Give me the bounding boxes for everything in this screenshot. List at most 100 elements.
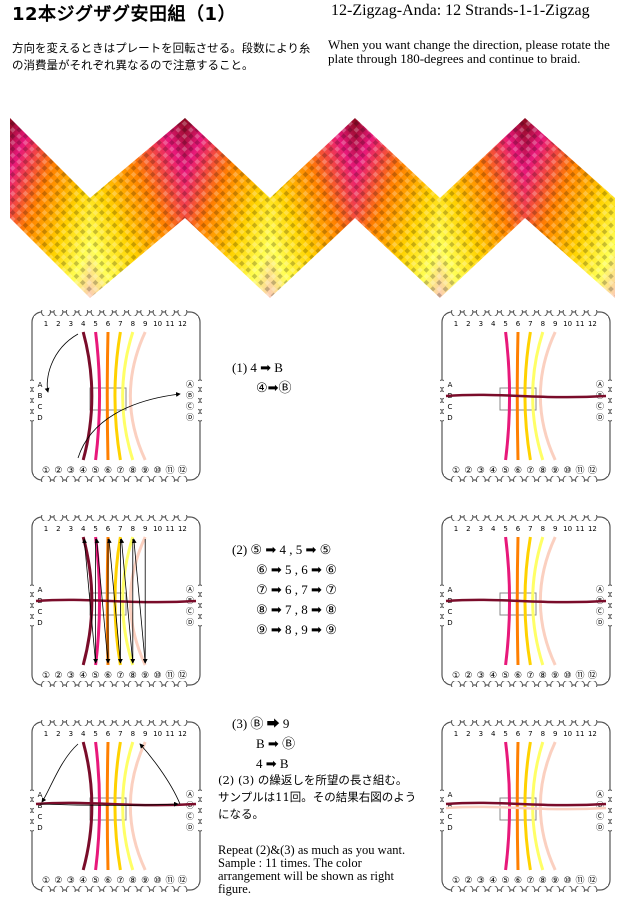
plate-left-letter: A xyxy=(448,791,453,799)
plate-notch xyxy=(103,307,113,317)
plate-1-left: 1 2 3 4 5 6 7 8 9 10 11 12 ① ② ③ ④ ⑤ ⑥ ⑦ ⑧ ⑨ ⑩ ⑪ ⑫ A B C D Ⓐ Ⓑ Ⓒ Ⓓ xyxy=(27,307,205,486)
plate-notch xyxy=(525,475,536,485)
plate-bottom-number: ① xyxy=(42,671,50,681)
plate-top-number: 2 xyxy=(466,730,470,738)
plate-bottom-number: ③ xyxy=(477,466,485,476)
plate-notch xyxy=(177,717,188,727)
plate-notch xyxy=(562,307,573,317)
plate-left-letter: C xyxy=(38,403,43,411)
plate-notch xyxy=(451,475,461,485)
plate-notch xyxy=(127,512,138,522)
plate-notch xyxy=(488,717,499,727)
plate-left-letter: A xyxy=(38,791,43,799)
plate-top-number: 8 xyxy=(541,525,545,533)
plate-right-letter: Ⓒ xyxy=(186,812,194,821)
plate-top-number: 6 xyxy=(106,525,111,533)
plate-bottom-number: ⑩ xyxy=(154,466,162,476)
plate-bottom-number: ⑨ xyxy=(141,671,149,681)
plate-right-letter: Ⓓ xyxy=(186,618,194,627)
plate-top-number: 2 xyxy=(56,730,60,738)
plate-top-number: 1 xyxy=(44,730,48,738)
plate-notch xyxy=(152,885,163,895)
plate-right-letter: Ⓐ xyxy=(596,790,604,799)
plate-bottom-number: ② xyxy=(464,671,472,681)
step-2-line-4: ⑧ ➡ 7 , 8 ➡ ⑧ xyxy=(256,602,337,617)
plate-top-number: 3 xyxy=(69,320,73,328)
plate-notch xyxy=(537,307,548,317)
plate-notch xyxy=(127,717,138,727)
plate-right-letter: Ⓑ xyxy=(186,391,194,400)
plate-bottom-number: ⑫ xyxy=(178,670,187,681)
plate-bottom-number: ③ xyxy=(67,876,75,886)
plate-bottom-number: ① xyxy=(452,671,460,681)
plate-top-number: 7 xyxy=(528,525,532,533)
braid-segment-weave xyxy=(440,118,525,298)
plate-bottom-number: ⑥ xyxy=(104,466,112,476)
plate-bottom-number: ⑩ xyxy=(154,876,162,886)
plate-top-number: 2 xyxy=(56,320,60,328)
plate-notch xyxy=(127,885,138,895)
plate-left-letter: B xyxy=(448,802,453,810)
plate-notch xyxy=(65,475,76,485)
strand xyxy=(121,331,135,461)
plate-notch xyxy=(500,717,511,727)
plate-notch xyxy=(165,680,175,690)
plate-right-letter: Ⓓ xyxy=(186,823,194,832)
plate-notch xyxy=(90,885,101,895)
plate-right-letter: Ⓐ xyxy=(186,380,194,389)
plate-notch xyxy=(41,717,51,727)
plate-bottom-number: ⑪ xyxy=(165,670,174,681)
plate-notch xyxy=(500,885,511,895)
plate-top-number: 6 xyxy=(106,320,111,328)
plate-bottom-number: ⑨ xyxy=(141,876,149,886)
plate-left-letter: B xyxy=(38,802,43,810)
plate-top-number: 4 xyxy=(491,320,496,328)
plate-notch xyxy=(463,475,474,485)
strand xyxy=(523,741,532,871)
plate-notch xyxy=(103,680,113,690)
plate-bottom-number: ⑫ xyxy=(588,465,597,476)
move-arrow xyxy=(119,538,134,664)
plate-notch xyxy=(41,885,51,895)
plate-bottom-number: ⑤ xyxy=(92,876,100,886)
plate-bottom-number: ⑨ xyxy=(551,466,559,476)
plate-notch xyxy=(165,885,175,895)
plate-bottom-number: ⑧ xyxy=(129,876,137,886)
plate-bottom-number: ⑥ xyxy=(514,466,522,476)
plate-notch xyxy=(463,307,474,317)
strand xyxy=(128,741,147,871)
plate-notch xyxy=(152,680,163,690)
plate-top-number: 3 xyxy=(69,525,73,533)
plate-notch xyxy=(115,475,126,485)
plate-bottom-number: ⑪ xyxy=(165,875,174,886)
plate-top-number: 10 xyxy=(563,320,572,328)
plate-top-number: 2 xyxy=(466,320,470,328)
plate-notch xyxy=(140,307,151,317)
plate-notch xyxy=(587,512,598,522)
plate-notch xyxy=(475,885,486,895)
plate-notch xyxy=(65,512,76,522)
plate-notch xyxy=(550,512,561,522)
plate-left-letter: D xyxy=(447,414,452,422)
plate-1-right: 1 2 3 4 5 6 7 8 9 10 11 12 ① ② ③ ④ ⑤ ⑥ ⑦ ⑧ ⑨ ⑩ ⑪ ⑫ A B C D Ⓐ Ⓑ Ⓒ Ⓓ xyxy=(437,307,615,486)
plate-notch xyxy=(550,680,561,690)
plate-top-number: 9 xyxy=(553,525,557,533)
plate-bottom-number: ④ xyxy=(79,876,87,886)
plate-notch xyxy=(90,512,101,522)
plate-left-letter: C xyxy=(448,608,453,616)
plate-notch xyxy=(575,307,585,317)
step-1-line-1: (1) 4 ➡ B xyxy=(232,360,283,375)
plate-right-letter: Ⓓ xyxy=(186,413,194,422)
horizontal-strand xyxy=(445,598,607,604)
plate-top-number: 8 xyxy=(131,320,135,328)
plate-left-letter: D xyxy=(447,619,452,627)
plate-top-number: 8 xyxy=(541,730,545,738)
plate-bottom-number: ⑦ xyxy=(526,876,534,886)
plate-notch xyxy=(575,512,585,522)
plate-bottom-number: ⑦ xyxy=(526,466,534,476)
plate-top-number: 2 xyxy=(466,525,470,533)
plate-bottom-number: ⑪ xyxy=(165,465,174,476)
plate-right-letter: Ⓒ xyxy=(596,607,604,616)
plate-top-number: 3 xyxy=(69,730,73,738)
plate-top-number: 5 xyxy=(503,525,507,533)
